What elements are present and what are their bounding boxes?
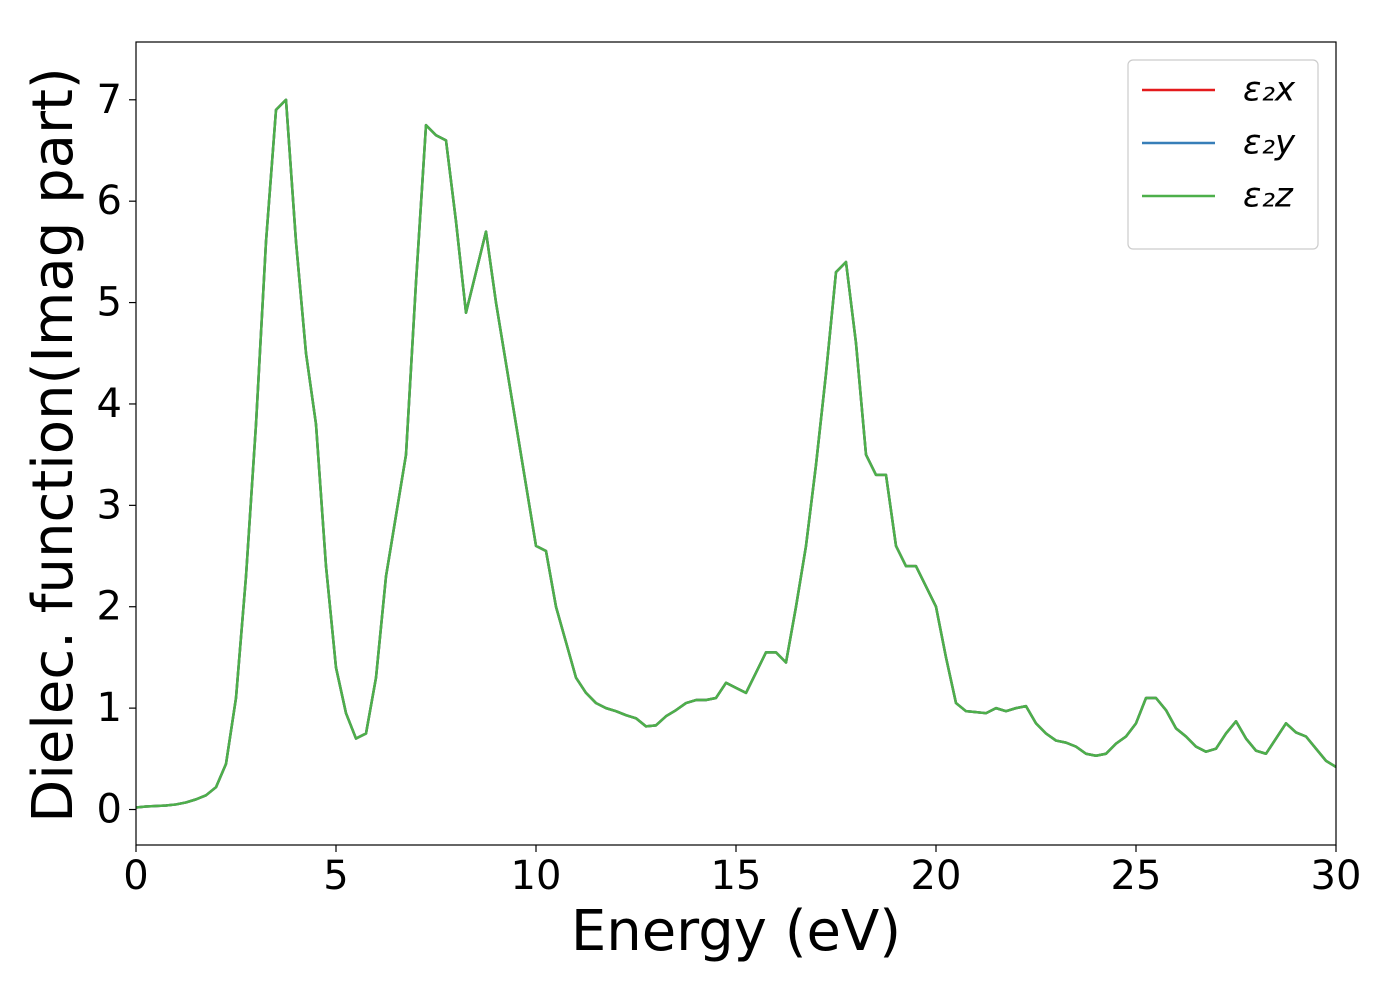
- legend-label: ε₂z: [1243, 176, 1294, 216]
- x-tick-label: 15: [711, 853, 762, 899]
- x-tick-label: 5: [323, 853, 348, 899]
- y-tick-label: 4: [97, 381, 122, 427]
- x-tick-label: 25: [1111, 853, 1162, 899]
- y-tick-label: 6: [97, 178, 122, 224]
- y-tick-label: 1: [97, 685, 122, 731]
- y-axis-label: Dielec. function(Imag part): [21, 67, 86, 823]
- series-line: [136, 98, 1336, 809]
- x-tick-label: 0: [123, 853, 148, 899]
- x-tick-label: 30: [1311, 853, 1362, 899]
- y-tick-label: 7: [97, 77, 122, 123]
- plot-frame: [135, 41, 1337, 846]
- y-tick-label: 5: [97, 280, 122, 326]
- legend-box: [1127, 59, 1319, 250]
- y-tick-label: 3: [97, 482, 122, 528]
- y-tick-label: 0: [97, 787, 122, 833]
- x-tick-label: 10: [511, 853, 562, 899]
- legend-label: ε₂x: [1243, 70, 1296, 110]
- y-tick-label: 2: [97, 584, 122, 630]
- legend-label: ε₂y: [1243, 123, 1296, 163]
- x-tick-label: 20: [911, 853, 962, 899]
- x-axis-label: Energy (eV): [571, 899, 901, 964]
